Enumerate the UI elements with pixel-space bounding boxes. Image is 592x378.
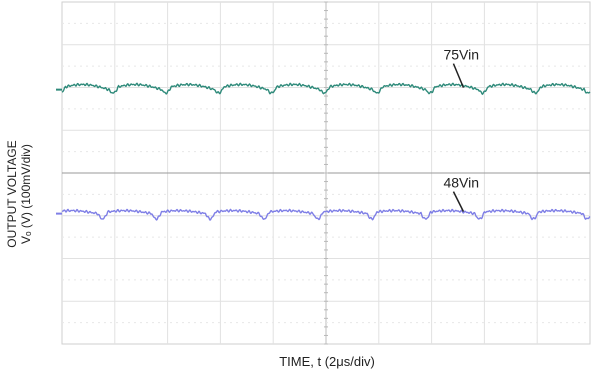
x-axis-label: TIME, t (2μs/div) xyxy=(279,354,375,369)
series-annotation: 48Vin xyxy=(443,175,479,191)
series-line-75Vin xyxy=(61,82,591,96)
series-line-48Vin xyxy=(61,208,591,221)
series-annotation: 75Vin xyxy=(443,47,479,63)
annotation-leader xyxy=(452,191,465,212)
annotation-leader xyxy=(452,63,465,88)
